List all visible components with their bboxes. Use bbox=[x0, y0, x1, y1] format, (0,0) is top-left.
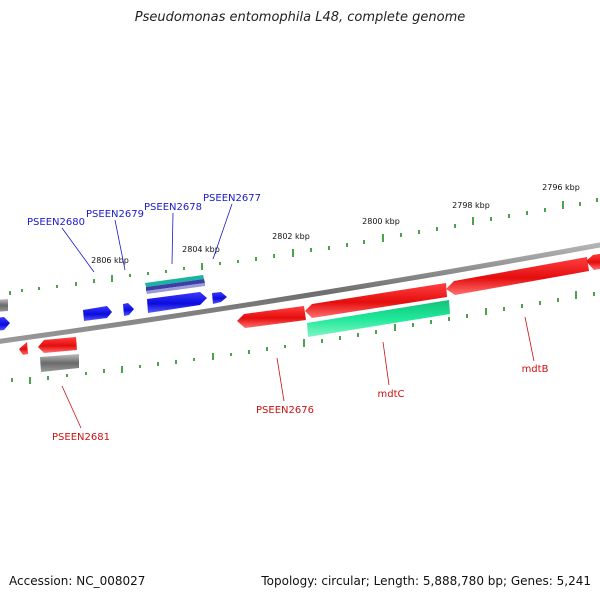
gene-label-pseen2677[interactable]: PSEEN2677 bbox=[203, 193, 261, 204]
gene-label-pseen2676[interactable]: PSEEN2676 bbox=[256, 405, 314, 416]
map-title: Pseudomonas entomophila L48, complete ge… bbox=[134, 10, 466, 25]
rna-feature-mdtc[interactable] bbox=[307, 300, 450, 337]
scale-label-2798: 2798 kbp bbox=[452, 201, 490, 210]
gene-arrow-pseen2680[interactable] bbox=[83, 306, 112, 321]
leader-pseen2679 bbox=[114, 219, 126, 271]
leader-pseen2677 bbox=[212, 203, 233, 260]
gene-label-pseen2680[interactable]: PSEEN2680 bbox=[27, 217, 85, 228]
reverse-strand-features bbox=[19, 253, 600, 355]
gene-arrow-pseen2679[interactable] bbox=[123, 303, 134, 316]
leader-pseen2681 bbox=[61, 385, 82, 429]
gene-arrow-pseen2681[interactable] bbox=[38, 337, 77, 353]
rna-band bbox=[145, 275, 204, 287]
rna-track-pseen2678 bbox=[145, 275, 205, 294]
gene-label-pseen2678[interactable]: PSEEN2678 bbox=[144, 202, 202, 213]
leader-pseen2676 bbox=[276, 357, 285, 402]
gene-arrow-mdtc[interactable] bbox=[305, 283, 447, 318]
scale-label-2800: 2800 kbp bbox=[362, 217, 400, 226]
gene-arrow-mdtb[interactable] bbox=[446, 257, 589, 295]
leader-mdtc bbox=[382, 341, 390, 386]
scale-label-2796: 2796 kbp bbox=[542, 183, 580, 192]
forward-strand-features bbox=[0, 292, 227, 331]
leader-pseen2680 bbox=[61, 227, 95, 273]
gene-arrow-pseen2677[interactable] bbox=[212, 292, 227, 304]
leader-pseen2678 bbox=[171, 212, 174, 265]
genome-summary-label: Topology: circular; Length: 5,888,780 bp… bbox=[261, 574, 591, 588]
gene-label-pseen2679[interactable]: PSEEN2679 bbox=[86, 209, 144, 220]
accession-label: Accession: NC_008027 bbox=[9, 574, 146, 588]
gene-arrow-left-edge-reverse[interactable] bbox=[19, 342, 28, 355]
inner-tick-ring bbox=[11, 291, 595, 384]
gene-arrow-pseen2676[interactable] bbox=[237, 306, 306, 328]
gene-arrow-left-edge-grey[interactable] bbox=[0, 299, 8, 312]
scale-label-2804: 2804 kbp bbox=[182, 245, 220, 254]
pseudo-gene-pseen2681[interactable] bbox=[40, 354, 79, 372]
gene-arrow-left-edge-forward[interactable] bbox=[0, 317, 10, 331]
scale-labels: 2806 kbp 2804 kbp 2802 kbp 2800 kbp 2798… bbox=[91, 183, 580, 265]
gene-arrow-right-edge-reverse[interactable] bbox=[586, 253, 600, 270]
gene-label-mdtb[interactable]: mdtB bbox=[522, 364, 549, 375]
rna-band bbox=[146, 283, 205, 294]
scale-label-2802: 2802 kbp bbox=[272, 232, 310, 241]
gene-label-pseen2681[interactable]: PSEEN2681 bbox=[52, 432, 110, 443]
gene-label-mdtc[interactable]: mdtC bbox=[378, 389, 405, 400]
gene-arrow-pseen2678[interactable] bbox=[147, 292, 207, 313]
rna-band bbox=[146, 279, 205, 291]
genome-backbone bbox=[0, 242, 600, 344]
gene-labels: PSEEN2680 PSEEN2679 PSEEN2678 PSEEN2677 … bbox=[27, 193, 549, 443]
leader-mdtb bbox=[524, 316, 535, 362]
scale-label-2806: 2806 kbp bbox=[91, 256, 129, 265]
label-leaders bbox=[61, 203, 535, 429]
outer-tick-ring bbox=[9, 198, 598, 295]
